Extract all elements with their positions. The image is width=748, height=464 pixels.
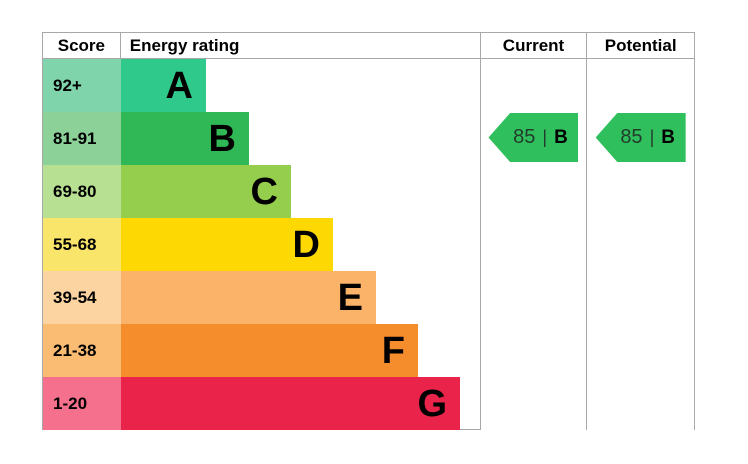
table-body: 92+ A 81-91 B 69-80 C 55-68 D 39-54 E 21-38 F 1-20 G … — [43, 59, 694, 430]
rating-table: Score Energy rating Current Potential 92… — [42, 32, 695, 430]
rating-bands: 92+ A 81-91 B 69-80 C 55-68 D 39-54 E 21-38 F 1-20 G — [43, 59, 480, 430]
band-letter-f: F — [381, 329, 405, 372]
band-row-d: 55-68 D — [43, 218, 480, 271]
table-header: Score Energy rating Current Potential — [43, 33, 694, 59]
score-range-a: 92+ — [43, 59, 121, 112]
potential-column: 85 | B — [586, 59, 694, 430]
rating-bar-b: B — [121, 112, 249, 165]
current-rating-arrow: 85 | B — [488, 113, 579, 162]
band-letter-e: E — [337, 276, 363, 319]
rating-bar-a: A — [121, 59, 206, 112]
band-letter-a: A — [165, 64, 193, 107]
rating-bar-g: G — [121, 377, 460, 430]
header-energy-rating: Energy rating — [129, 35, 240, 55]
current-rating-value: 85 — [513, 126, 536, 148]
band-letter-d: D — [292, 223, 320, 266]
rating-bar-c: C — [121, 165, 291, 218]
score-range-g: 1-20 — [43, 377, 121, 430]
band-letter-b: B — [208, 117, 236, 160]
current-separator: | — [542, 127, 548, 147]
score-range-d: 55-68 — [43, 218, 121, 271]
potential-rating-arrow: 85 | B — [595, 113, 686, 162]
rating-bar-d: D — [121, 218, 333, 271]
score-range-c: 69-80 — [43, 165, 121, 218]
score-range-f: 21-38 — [43, 324, 121, 377]
rating-bar-f: F — [121, 324, 418, 377]
band-letter-g: G — [417, 382, 447, 425]
band-row-f: 21-38 F — [43, 324, 480, 377]
score-range-e: 39-54 — [43, 271, 121, 324]
band-row-e: 39-54 E — [43, 271, 480, 324]
band-row-g: 1-20 G — [43, 377, 480, 430]
score-range-b: 81-91 — [43, 112, 121, 165]
current-column: 85 | B — [479, 59, 587, 430]
band-letter-c: C — [250, 170, 278, 213]
band-row-c: 69-80 C — [43, 165, 480, 218]
header-current: Current — [479, 33, 587, 58]
rating-bar-e: E — [121, 271, 376, 324]
potential-rating-value: 85 — [620, 126, 643, 148]
header-potential: Potential — [586, 33, 694, 58]
potential-separator: | — [649, 127, 655, 147]
band-row-a: 92+ A — [43, 59, 480, 112]
header-score: Score — [43, 33, 121, 58]
current-rating-letter: B — [554, 126, 568, 148]
potential-rating-letter: B — [661, 126, 675, 148]
band-row-b: 81-91 B — [43, 112, 480, 165]
